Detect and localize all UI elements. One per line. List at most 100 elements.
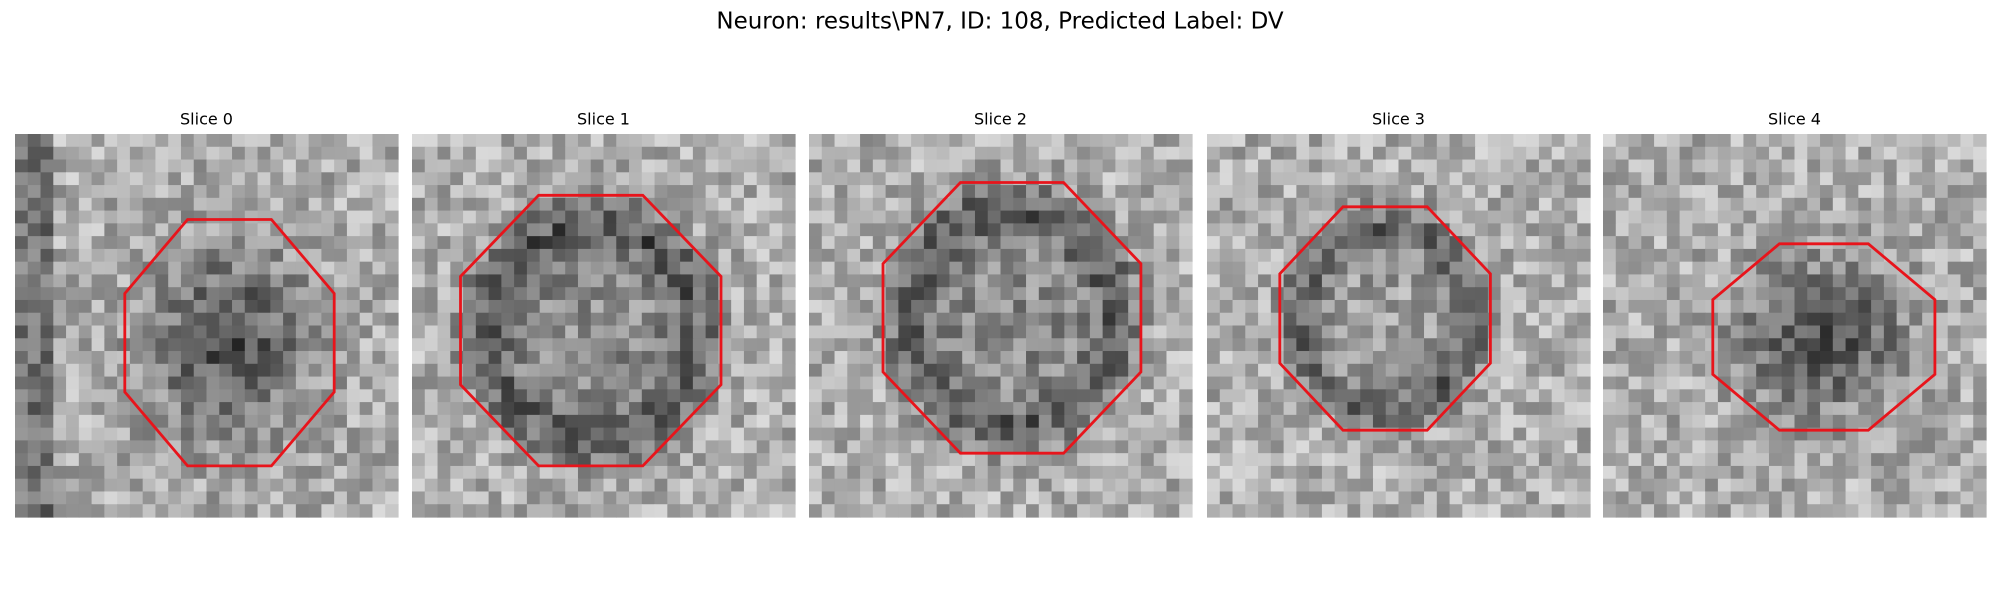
pixel (1768, 389, 1783, 403)
pixel (705, 453, 719, 467)
pixel (1909, 351, 1923, 365)
pixel (731, 504, 745, 518)
pixel (898, 376, 912, 390)
pixel (1909, 299, 1923, 314)
pixel (412, 248, 426, 263)
pixel (769, 134, 783, 148)
pixel (40, 491, 54, 505)
pixel (412, 402, 426, 416)
pixel (962, 491, 976, 505)
pixel (385, 210, 399, 224)
pixel (1347, 312, 1361, 327)
pixel (385, 146, 399, 161)
pixel (987, 185, 1002, 199)
pixel (1398, 248, 1412, 263)
pixel (1845, 172, 1859, 186)
pixel (1705, 389, 1719, 403)
pixel (692, 478, 707, 493)
pixel (526, 223, 541, 237)
pixel (1245, 465, 1259, 480)
pixel (1871, 274, 1885, 288)
pixel (40, 210, 54, 224)
pixel (1232, 440, 1246, 454)
pixel (1845, 134, 1859, 148)
pixel (731, 414, 745, 429)
pixel (667, 389, 681, 403)
pixel (104, 351, 118, 365)
pixel (1883, 465, 1898, 480)
pixel (1564, 172, 1578, 186)
pixel (1219, 197, 1234, 212)
pixel (629, 248, 643, 263)
pixel (1207, 197, 1221, 212)
pixel (1398, 465, 1412, 480)
pixel (232, 465, 246, 480)
pixel (1258, 427, 1272, 441)
pixel (1013, 389, 1027, 403)
pixel (1385, 389, 1400, 403)
pixel (346, 248, 361, 263)
pixel (1526, 197, 1540, 212)
pixel (821, 236, 836, 250)
pixel (1820, 440, 1834, 454)
pixel (1385, 248, 1400, 263)
pixel (283, 287, 297, 301)
pixel (334, 478, 348, 493)
pixel (1064, 504, 1078, 518)
pixel (834, 312, 848, 327)
pixel (923, 197, 938, 212)
pixel (117, 261, 131, 276)
pixel (1922, 312, 1936, 327)
pixel (372, 159, 386, 173)
pixel (565, 363, 579, 378)
pixel (860, 299, 874, 314)
pixel (1360, 146, 1374, 161)
pixel (53, 172, 67, 186)
pixel (1128, 491, 1142, 505)
pixel (1462, 185, 1476, 199)
pixel (629, 172, 643, 186)
pixel (565, 210, 579, 224)
pixel (1551, 185, 1566, 199)
pixel (1909, 261, 1923, 276)
pixel (616, 159, 630, 173)
pixel (193, 274, 208, 288)
pixel (424, 338, 439, 352)
pixel (1500, 453, 1514, 467)
pixel (1871, 338, 1885, 352)
pixel (1140, 248, 1155, 263)
pixel (1730, 185, 1745, 199)
pixel (756, 402, 771, 416)
pixel (860, 363, 874, 378)
pixel (936, 402, 951, 416)
pixel (1270, 287, 1285, 301)
pixel (1577, 351, 1591, 365)
pixel (1283, 299, 1297, 314)
pixel (91, 453, 105, 467)
pixel (180, 146, 195, 161)
pixel (1794, 491, 1808, 505)
pixel (104, 299, 118, 314)
pixel (283, 363, 297, 378)
pixel (526, 159, 541, 173)
pixel (526, 491, 541, 505)
pixel (1538, 159, 1553, 173)
pixel (424, 453, 439, 467)
pixel (680, 504, 694, 518)
pixel (718, 465, 732, 480)
pixel (334, 261, 348, 276)
pixel (1564, 504, 1578, 518)
pixel (1102, 376, 1116, 390)
pixel (359, 185, 374, 199)
pixel (385, 465, 399, 480)
pixel (1179, 376, 1193, 390)
pixel (1666, 172, 1681, 186)
pixel (1538, 146, 1553, 161)
pixel (680, 389, 694, 403)
pixel (1781, 363, 1796, 378)
pixel (450, 440, 464, 454)
pixel (1679, 351, 1693, 365)
pixel (654, 491, 668, 505)
pixel (270, 287, 284, 301)
pixel (488, 223, 502, 237)
